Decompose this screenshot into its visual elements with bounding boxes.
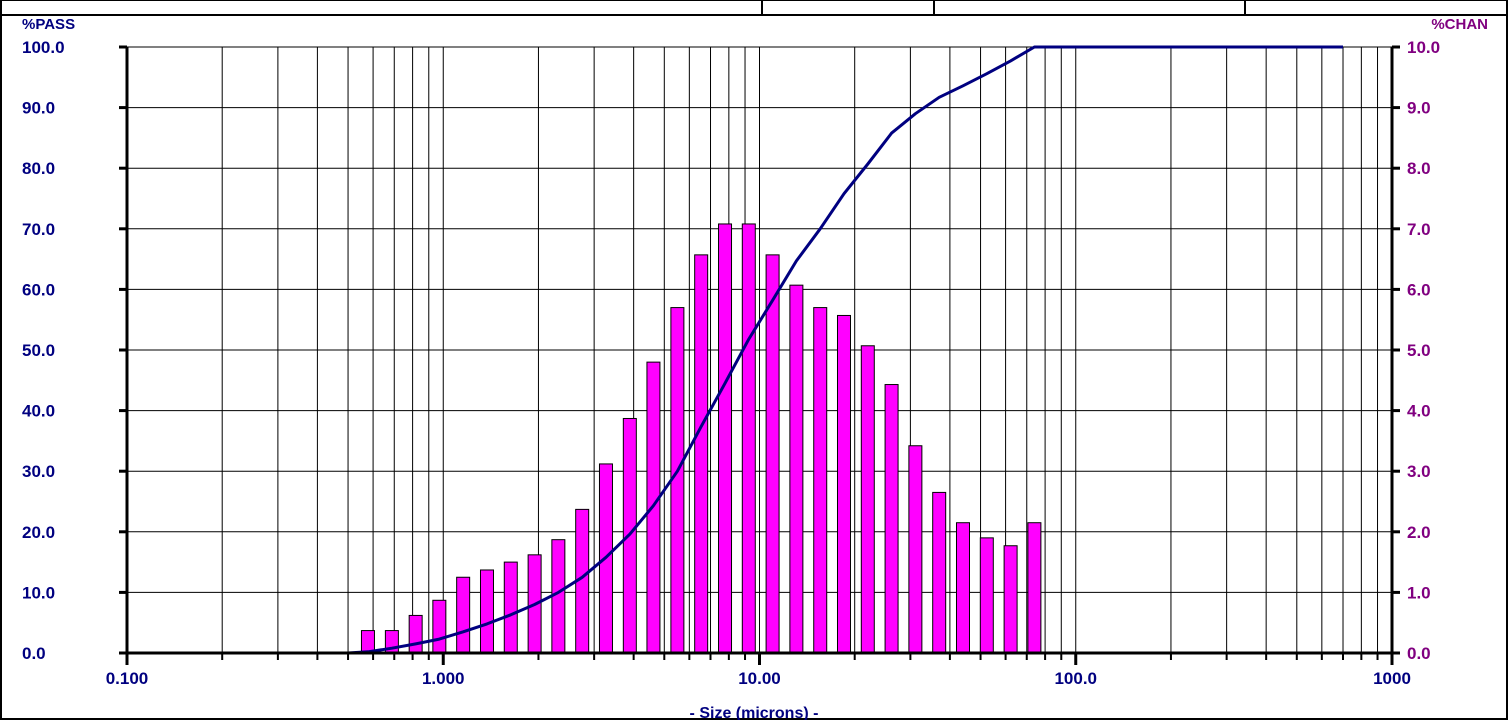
right-tick-label: 5.0 bbox=[1407, 341, 1431, 360]
x-axis-title: - Size (microns) - bbox=[690, 705, 819, 720]
x-tick-label: 1.000 bbox=[422, 669, 465, 688]
cumulative-line bbox=[182, 45, 1343, 655]
right-tick-label: 1.0 bbox=[1407, 583, 1431, 602]
left-tick-label: 40.0 bbox=[22, 402, 55, 421]
bar bbox=[979, 537, 994, 654]
right-tick-label: 0.0 bbox=[1407, 644, 1431, 663]
bar bbox=[503, 561, 518, 654]
bar bbox=[836, 314, 851, 654]
bar bbox=[955, 522, 970, 654]
bar bbox=[813, 307, 828, 654]
x-tick-label: 100.0 bbox=[1054, 669, 1097, 688]
right-tick-label: 4.0 bbox=[1407, 402, 1431, 421]
right-tick-label: 10.0 bbox=[1407, 38, 1440, 57]
bar bbox=[765, 254, 780, 654]
bar bbox=[789, 284, 804, 654]
bar-series bbox=[360, 223, 1042, 654]
left-tick-label: 50.0 bbox=[22, 341, 55, 360]
left-axis-title: %PASS bbox=[22, 16, 75, 33]
x-tick-label: 0.100 bbox=[106, 669, 149, 688]
axis-titles: %PASS %CHAN - Size (microns) - bbox=[22, 16, 1488, 720]
right-axis-title: %CHAN bbox=[1431, 16, 1488, 33]
left-tick-label: 30.0 bbox=[22, 462, 55, 481]
bar bbox=[479, 569, 494, 654]
left-tick-label: 10.0 bbox=[22, 583, 55, 602]
bar bbox=[884, 384, 899, 654]
left-tick-label: 60.0 bbox=[22, 280, 55, 299]
bar bbox=[860, 345, 875, 654]
bar bbox=[718, 223, 733, 654]
bar bbox=[908, 445, 923, 654]
bar bbox=[408, 614, 423, 654]
bar bbox=[741, 223, 756, 654]
left-tick-label: 90.0 bbox=[22, 99, 55, 118]
right-tick-label: 8.0 bbox=[1407, 159, 1431, 178]
left-tick-label: 80.0 bbox=[22, 159, 55, 178]
right-tick-label: 7.0 bbox=[1407, 220, 1431, 239]
bar bbox=[932, 491, 947, 654]
x-tick-label: 10.00 bbox=[738, 669, 781, 688]
x-tick-label: 1000 bbox=[1373, 669, 1411, 688]
cumulative-line-series bbox=[182, 45, 1343, 655]
left-tick-label: 0.0 bbox=[22, 644, 46, 663]
right-tick-label: 3.0 bbox=[1407, 462, 1431, 481]
left-tick-label: 100.0 bbox=[22, 38, 65, 57]
left-tick-label: 20.0 bbox=[22, 523, 55, 542]
left-tick-label: 70.0 bbox=[22, 220, 55, 239]
bar bbox=[432, 599, 447, 654]
bar bbox=[1003, 545, 1018, 654]
axes: 0.0 0.0 10.0 1.0 20.0 2.0 30.0 3.0 40.0 4.0 50.0 5.… bbox=[22, 38, 1440, 688]
bar bbox=[456, 576, 471, 654]
bar bbox=[694, 254, 709, 654]
right-tick-label: 2.0 bbox=[1407, 523, 1431, 542]
bar bbox=[1027, 522, 1042, 654]
right-tick-label: 9.0 bbox=[1407, 99, 1431, 118]
right-tick-label: 6.0 bbox=[1407, 280, 1431, 299]
grid bbox=[127, 46, 1392, 654]
